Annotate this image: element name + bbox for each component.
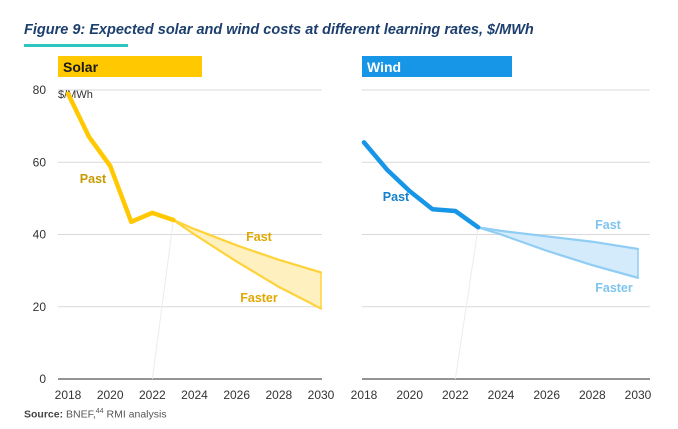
source-text: BNEF, bbox=[66, 408, 96, 421]
wind-x-tick-label: 2022 bbox=[442, 388, 469, 402]
solar-fast-label: Fast bbox=[246, 230, 273, 244]
wind-fast-line bbox=[477, 226, 640, 251]
solar-panel: Solar 0 20 40 60 80 $/MWh 2018 2020 2022 2024 2026 2… bbox=[33, 56, 335, 402]
y-tick-label: 60 bbox=[33, 155, 47, 169]
wind-panel: Wind 2018 2020 2022 2024 2026 2028 2030 Past Fast… bbox=[351, 56, 652, 402]
source-ref: 44 bbox=[95, 408, 104, 415]
wind-fast-label: Fast bbox=[595, 218, 622, 232]
y-tick-label: 80 bbox=[33, 83, 47, 97]
title-underline bbox=[24, 44, 128, 47]
y-axis-unit: $/MWh bbox=[58, 89, 93, 101]
solar-faster-line bbox=[172, 218, 323, 310]
solar-past-line bbox=[65, 91, 176, 225]
wind-panel-title: Wind bbox=[367, 59, 401, 75]
y-tick-label: 0 bbox=[39, 372, 46, 386]
solar-x-tick-label: 2030 bbox=[308, 388, 335, 402]
solar-x-tick-label: 2018 bbox=[55, 388, 82, 402]
solar-fast-line bbox=[172, 218, 323, 274]
wind-faster-line bbox=[477, 226, 640, 279]
solar-projection-band bbox=[173, 220, 321, 309]
solar-header-bar bbox=[58, 56, 202, 77]
wind-x-tick-label: 2024 bbox=[488, 388, 515, 402]
source-note: Source: BNEF,44 RMI analysis bbox=[24, 408, 167, 421]
wind-x-tick-label: 2030 bbox=[625, 388, 652, 402]
wind-x-tick-label: 2028 bbox=[579, 388, 606, 402]
source-tail: RMI analysis bbox=[103, 408, 167, 421]
wind-past-line bbox=[361, 140, 481, 230]
solar-panel-title: Solar bbox=[63, 59, 99, 75]
wind-faster-label: Faster bbox=[595, 281, 633, 295]
solar-faster-label: Faster bbox=[240, 291, 278, 305]
wind-header-bar bbox=[362, 56, 512, 77]
wind-guide-line bbox=[454, 227, 479, 380]
solar-guide-line bbox=[151, 219, 174, 380]
wind-x-tick-label: 2026 bbox=[533, 388, 560, 402]
wind-past-label: Past bbox=[383, 190, 410, 204]
wind-x-tick-label: 2018 bbox=[351, 388, 378, 402]
solar-x-tick-label: 2026 bbox=[223, 388, 250, 402]
solar-x-tick-label: 2028 bbox=[265, 388, 292, 402]
wind-x-tick-label: 2020 bbox=[396, 388, 423, 402]
y-tick-label: 20 bbox=[33, 300, 47, 314]
solar-x-tick-label: 2022 bbox=[139, 388, 166, 402]
solar-x-tick-label: 2020 bbox=[97, 388, 124, 402]
solar-past-label: Past bbox=[80, 172, 107, 186]
figure-title: Figure 9: Expected solar and wind costs … bbox=[24, 22, 534, 38]
solar-x-tick-label: 2024 bbox=[181, 388, 208, 402]
y-tick-label: 40 bbox=[33, 228, 47, 242]
source-label: Source: bbox=[24, 408, 64, 421]
